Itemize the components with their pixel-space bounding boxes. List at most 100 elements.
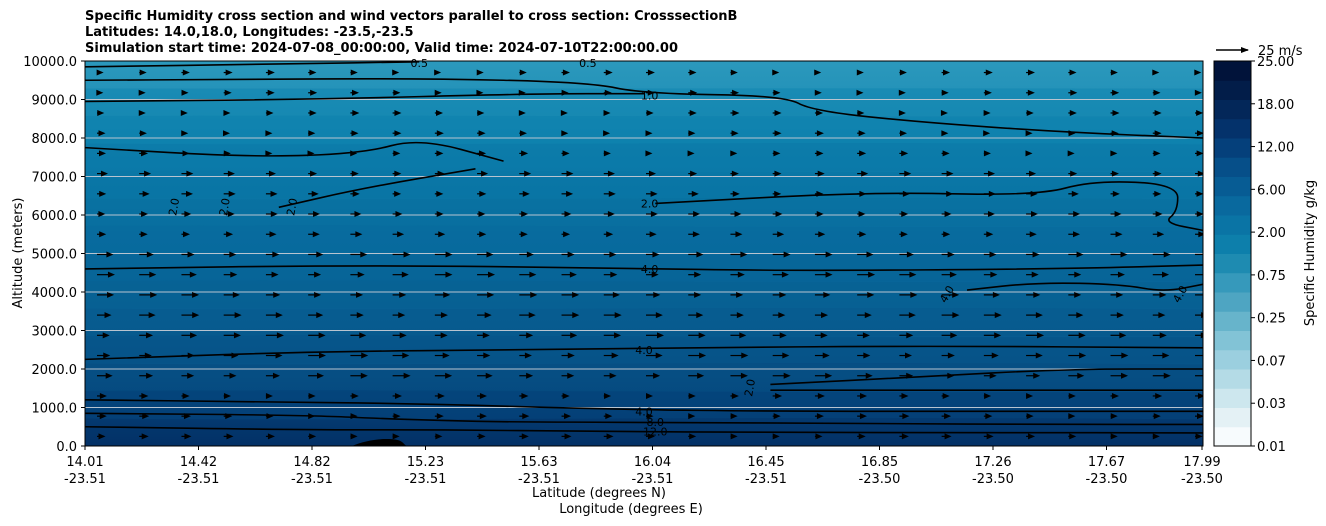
wind-vector <box>392 271 409 278</box>
wind-vector <box>941 291 960 298</box>
wind-vector <box>899 251 914 258</box>
wind-vector <box>688 392 696 399</box>
wind-vector <box>772 352 790 359</box>
wind-vector <box>434 271 453 278</box>
wind-vector <box>814 190 824 197</box>
x-tick-label-lat: 16.85 <box>861 455 898 470</box>
contour-label: 4.0 <box>635 405 653 418</box>
wind-vector <box>730 291 744 298</box>
wind-vector <box>477 413 487 420</box>
wind-vector <box>139 150 149 157</box>
wind-vector <box>1152 413 1161 420</box>
wind-vector <box>181 271 197 278</box>
wind-vector <box>181 291 200 298</box>
wind-vector <box>646 251 660 258</box>
contour-line-1-0 <box>85 77 1203 139</box>
wind-vector <box>392 170 402 177</box>
wind-vector <box>1152 372 1171 379</box>
wind-vector <box>350 372 368 379</box>
wind-vector <box>983 211 996 218</box>
wind-vector <box>519 170 532 177</box>
wind-vector <box>561 332 578 339</box>
x-tick-label-lon: -23.51 <box>64 472 106 487</box>
x-tick-label-lon: -23.51 <box>518 472 560 487</box>
wind-vector <box>434 109 444 116</box>
x-tick-label-lat: 17.26 <box>974 455 1011 470</box>
wind-vector <box>1110 89 1120 96</box>
wind-vector <box>181 89 189 96</box>
wind-vector <box>941 332 958 339</box>
wind-vector <box>1152 231 1165 238</box>
wind-vector <box>1110 291 1124 298</box>
wind-vector <box>1026 352 1043 359</box>
wind-vector <box>1068 413 1076 420</box>
wind-vector <box>392 231 405 238</box>
wind-vector <box>772 89 781 96</box>
wind-vector <box>223 170 235 177</box>
wind-vector <box>223 291 240 298</box>
wind-vector <box>350 251 368 258</box>
wind-vector <box>561 392 570 399</box>
wind-vector <box>941 392 950 399</box>
wind-vector <box>265 89 275 96</box>
wind-vector <box>1068 332 1086 339</box>
wind-vector <box>434 413 444 420</box>
wind-vector <box>646 312 663 319</box>
wind-vector <box>856 69 864 76</box>
wind-vector <box>1110 392 1119 399</box>
wind-vector <box>688 291 702 298</box>
wind-vector <box>308 170 318 177</box>
wind-vector <box>941 413 952 420</box>
x-tick-label-lon: -23.51 <box>291 472 333 487</box>
wind-vector <box>1195 150 1203 157</box>
wind-vector <box>561 211 572 218</box>
wind-vector <box>308 392 316 399</box>
wind-vector <box>1068 170 1078 177</box>
wind-vector <box>646 69 655 76</box>
wind-vector <box>561 170 574 177</box>
wind-vector <box>518 89 526 96</box>
contour-line-1-0 <box>85 92 644 103</box>
wind-vector <box>730 372 748 379</box>
wind-vector <box>392 413 401 420</box>
wind-vector <box>983 150 991 157</box>
contour-label: 2.0 <box>166 197 182 216</box>
wind-vector <box>265 109 274 116</box>
wind-vector <box>181 251 195 258</box>
wind-vector <box>392 291 407 298</box>
wind-vector <box>941 190 954 197</box>
x-tick-label-lon: -23.51 <box>405 472 447 487</box>
wind-vector <box>646 271 659 278</box>
contour-label: 2.0 <box>284 197 300 216</box>
wind-vector <box>265 372 280 379</box>
y-tick-label: 3000.0 <box>32 325 78 340</box>
wind-vector <box>561 89 569 96</box>
wind-vector <box>223 352 239 359</box>
humidity-band <box>85 225 1203 254</box>
wind-vector <box>772 372 791 379</box>
wind-vector <box>561 433 572 440</box>
wind-vector <box>688 433 697 440</box>
wind-vector <box>646 190 658 197</box>
wind-vector <box>477 190 487 197</box>
colorbar-segment <box>1214 330 1251 351</box>
humidity-band <box>85 253 1203 281</box>
wind-vector <box>97 413 107 420</box>
wind-vector <box>350 312 364 319</box>
wind-vector <box>139 332 154 339</box>
wind-vector <box>814 109 824 116</box>
colorbar-tick-label: 0.01 <box>1257 440 1286 455</box>
wind-vector <box>814 291 831 298</box>
wind-vector <box>856 89 864 96</box>
wind-vector <box>857 332 870 339</box>
colorbar-segment <box>1214 157 1251 177</box>
x-tick-label-lon: -23.50 <box>859 472 901 487</box>
wind-vector <box>97 251 114 258</box>
wind-vector <box>350 150 358 157</box>
wind-vector <box>1026 271 1039 278</box>
wind-vector <box>814 271 833 278</box>
wind-vector <box>899 433 909 440</box>
wind-vector <box>138 89 146 96</box>
wind-vector <box>1110 231 1123 238</box>
